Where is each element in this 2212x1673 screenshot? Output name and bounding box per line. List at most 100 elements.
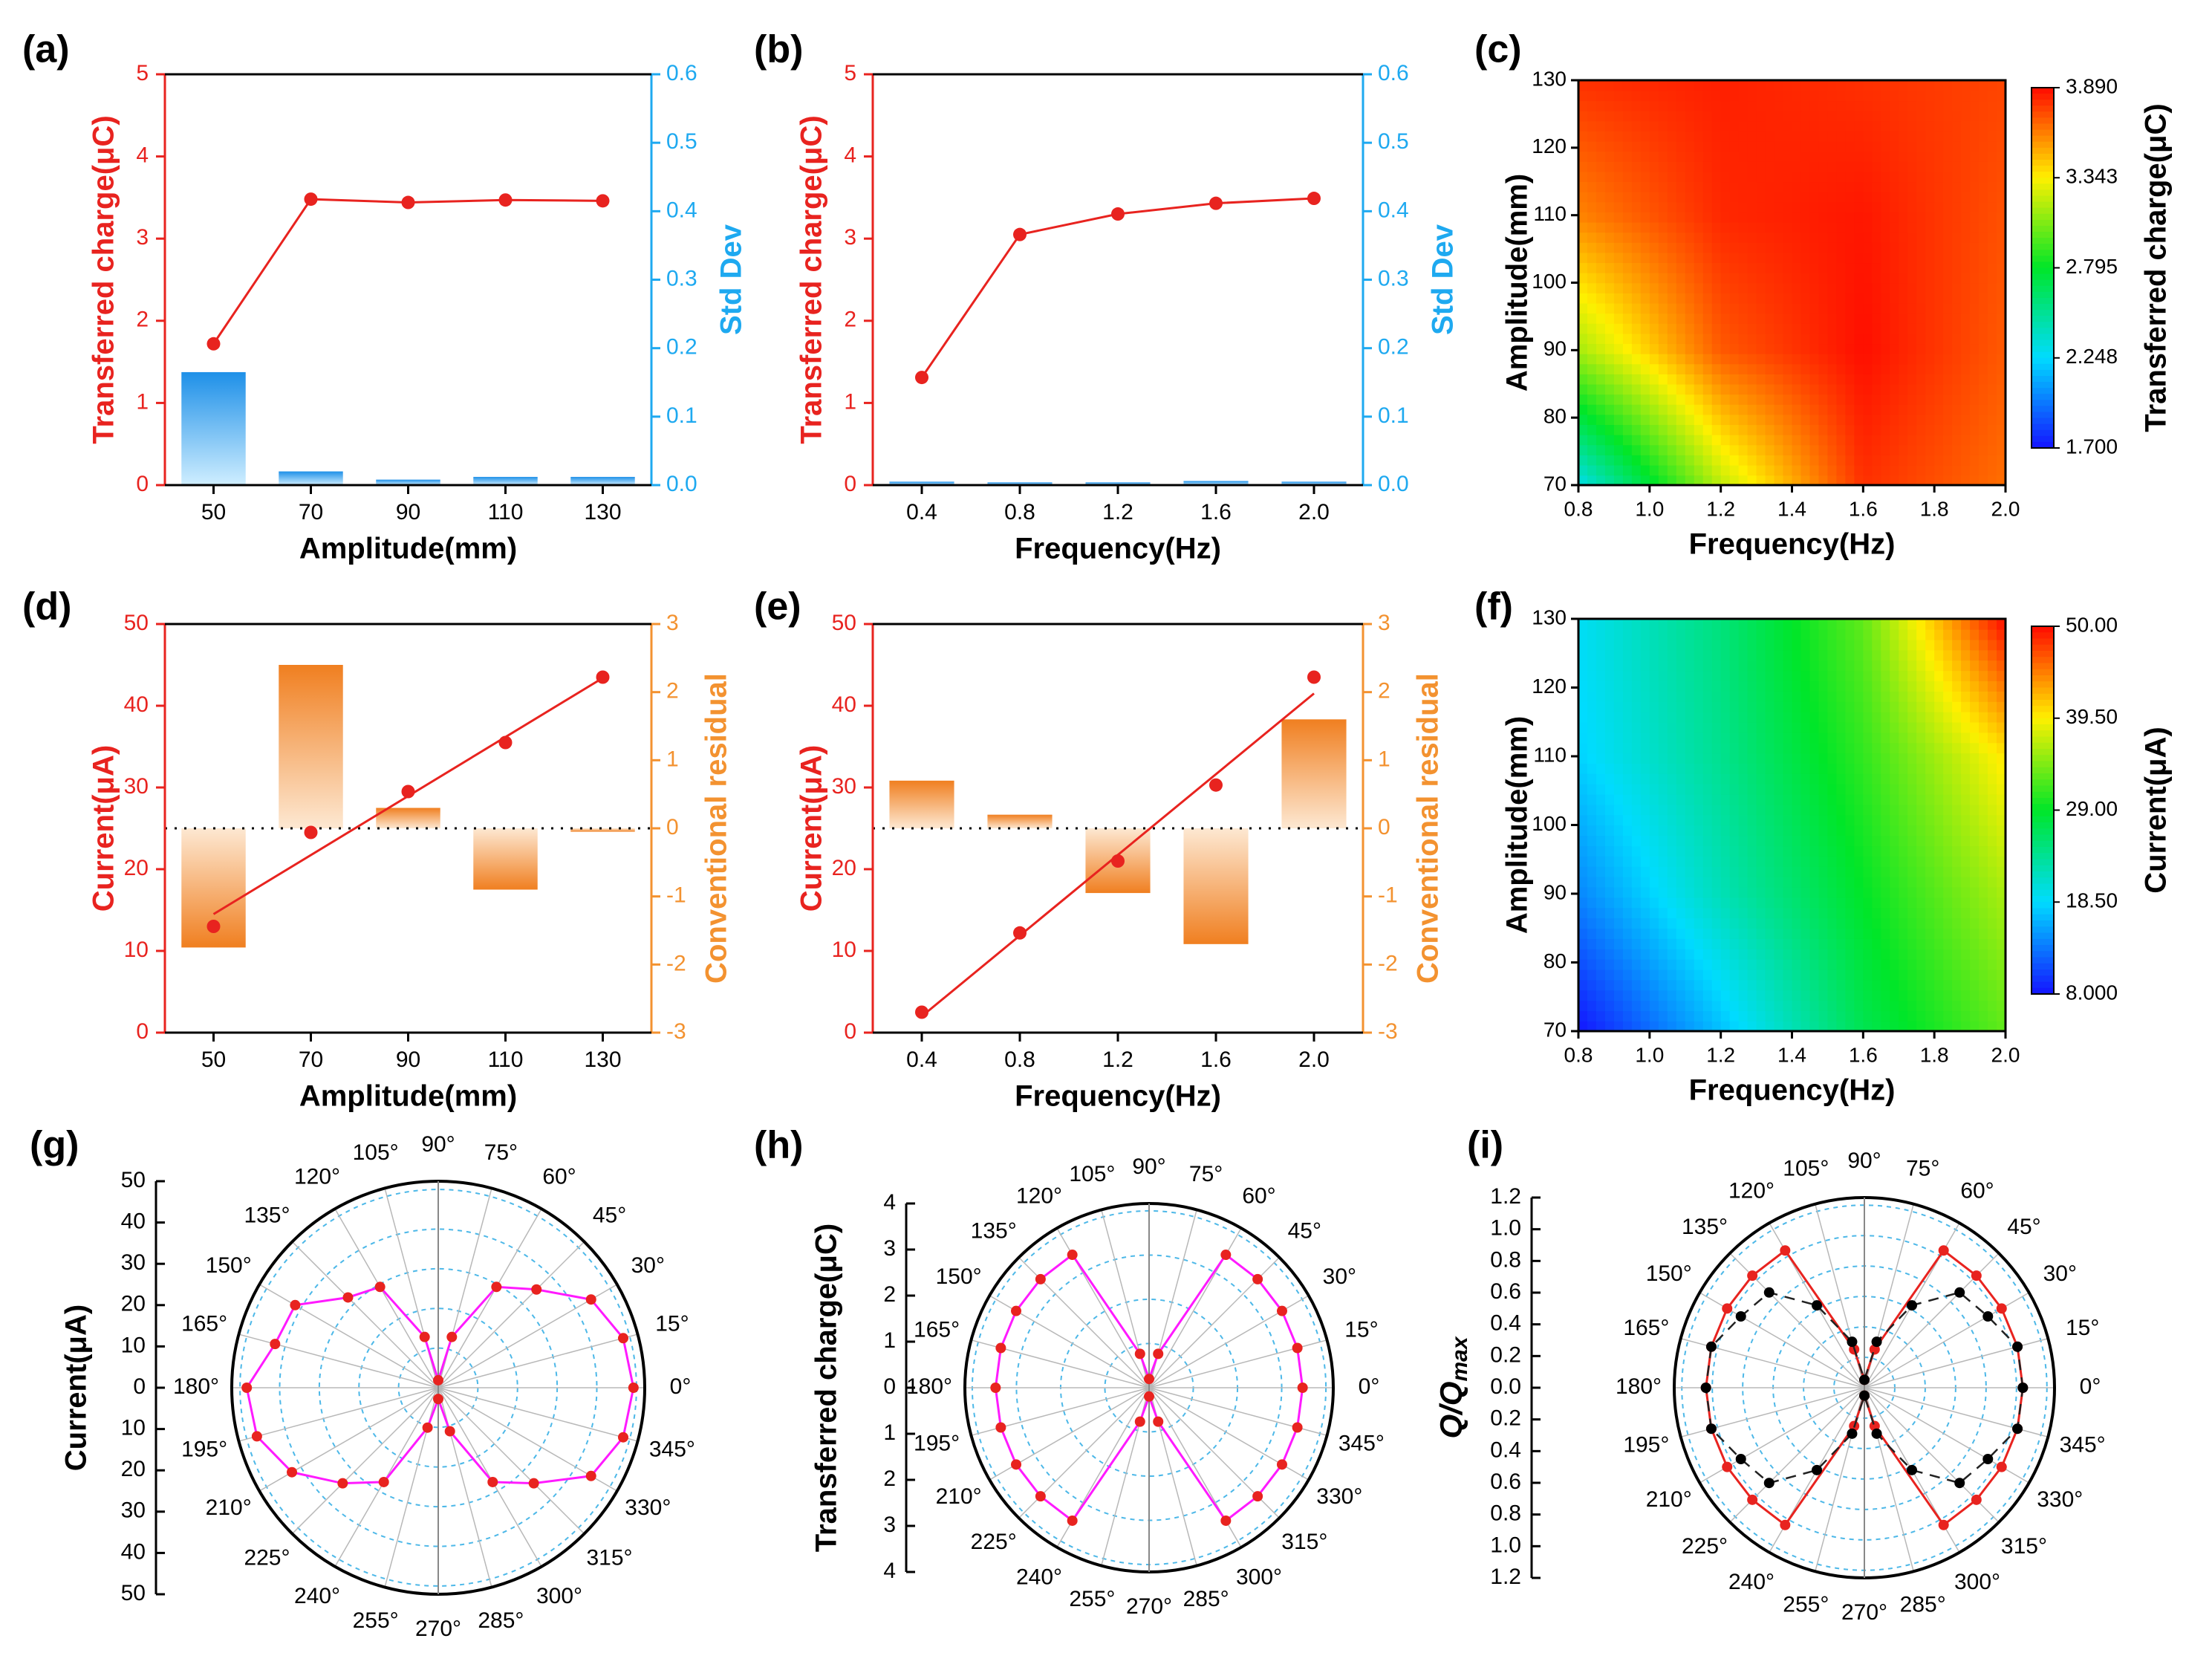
- angle-label: 45°: [2007, 1215, 2040, 1239]
- heat-cell: [1961, 353, 1971, 365]
- data-point: [1276, 1459, 1287, 1470]
- heat-cell: [1907, 151, 1918, 162]
- heat-cell: [1881, 374, 1891, 385]
- heat-cell: [1854, 876, 1864, 888]
- heat-cell: [1685, 619, 1695, 630]
- heat-cell: [1916, 455, 1926, 466]
- colorbar-cell: [2032, 418, 2054, 425]
- heat-cell: [1979, 907, 1988, 919]
- heat-cell: [1711, 1021, 1722, 1032]
- heat-cell: [1907, 969, 1918, 981]
- tick-label: -3: [1378, 1019, 1398, 1044]
- heat-cell: [1988, 784, 1997, 795]
- heat-cell: [1988, 969, 1997, 981]
- heat-cell: [1595, 660, 1606, 672]
- heat-cell: [1694, 221, 1704, 233]
- heat-cell: [1916, 938, 1926, 949]
- tick-label: 0.4: [1490, 1438, 1521, 1462]
- heat-cell: [1685, 374, 1695, 385]
- heat-cell: [1845, 701, 1855, 712]
- heat-cell: [1756, 414, 1766, 426]
- colorbar-cell: [2032, 195, 2054, 203]
- heat-cell: [1649, 949, 1659, 960]
- heat-cell: [1961, 845, 1971, 857]
- heat-cell: [1729, 120, 1740, 131]
- heat-cell: [1720, 845, 1731, 857]
- heat-cell: [1827, 845, 1838, 857]
- data-point: [1735, 1311, 1746, 1322]
- heat-cell: [1881, 131, 1891, 142]
- colorbar-cell: [2032, 687, 2054, 695]
- heat-cell: [1667, 424, 1677, 435]
- heat-cell: [1756, 866, 1766, 877]
- heat-cell: [1890, 917, 1900, 929]
- heat-cell: [1961, 711, 1971, 723]
- heat-cell: [1658, 343, 1668, 354]
- tick-label: 40: [121, 1209, 146, 1234]
- y-axis-label: Current(μA): [60, 1305, 93, 1471]
- heat-cell: [1863, 691, 1873, 702]
- heat-cell: [1765, 383, 1775, 395]
- heat-cell: [1729, 804, 1740, 816]
- heat-cell: [1774, 866, 1784, 877]
- heat-cell: [1720, 353, 1731, 365]
- heat-cell: [1649, 201, 1659, 212]
- heat-cell: [1854, 753, 1864, 764]
- heat-cell: [1756, 958, 1766, 970]
- heat-cell: [1747, 383, 1757, 395]
- heat-cell: [1667, 212, 1677, 223]
- heat-cell: [1800, 701, 1811, 712]
- heat-cell: [1595, 444, 1606, 455]
- heat-cell: [1667, 282, 1677, 293]
- heat-cell: [1952, 949, 1962, 960]
- heat-cell: [1711, 475, 1722, 486]
- heat-cell: [1676, 1021, 1686, 1032]
- colorbar-cell: [2032, 889, 2054, 897]
- heat-cell: [1702, 691, 1713, 702]
- heat-cell: [1961, 701, 1971, 712]
- heat-cell: [1783, 856, 1793, 867]
- heat-cell: [1774, 161, 1784, 172]
- heat-cell: [1890, 907, 1900, 919]
- heat-cell: [1979, 649, 1988, 661]
- heat-cell: [1649, 742, 1659, 754]
- heat-cell: [1925, 866, 1935, 877]
- tick-label: 0.1: [666, 403, 697, 428]
- heat-cell: [1658, 917, 1668, 929]
- heat-cell: [1711, 100, 1722, 111]
- heat-cell: [1613, 928, 1624, 939]
- heat-cell: [1890, 876, 1900, 888]
- heat-cell: [1595, 990, 1606, 1001]
- heat-cell: [1809, 990, 1820, 1001]
- heat-cell: [1649, 191, 1659, 203]
- heat-cell: [1649, 619, 1659, 630]
- heat-cell: [1961, 979, 1971, 991]
- heat-cell: [1658, 80, 1668, 91]
- data-point: [1011, 1305, 1022, 1316]
- heat-cell: [1756, 825, 1766, 836]
- heat-cell: [1774, 649, 1784, 661]
- heat-cell: [1640, 90, 1650, 102]
- heat-cell: [1827, 1021, 1838, 1032]
- heat-cell: [1997, 424, 2006, 435]
- heat-cell: [1694, 100, 1704, 111]
- heat-cell: [1934, 763, 1944, 774]
- tick-label: 20: [832, 856, 856, 880]
- heat-cell: [1809, 90, 1820, 102]
- heat-cell: [1800, 1010, 1811, 1021]
- heat-cell: [1881, 323, 1891, 334]
- heat-cell: [1738, 990, 1749, 1001]
- heat-cell: [1845, 773, 1855, 784]
- heat-cell: [1702, 181, 1713, 192]
- heat-cell: [1934, 628, 1944, 640]
- heat-cell: [1694, 404, 1704, 415]
- heat-cell: [1872, 140, 1882, 152]
- heat-cell: [1988, 272, 1997, 284]
- heat-cell: [1738, 979, 1749, 991]
- heat-cell: [1774, 343, 1784, 354]
- angle-label: 60°: [542, 1165, 576, 1189]
- heat-cell: [1792, 80, 1802, 91]
- heat-cell: [1702, 876, 1713, 888]
- heat-cell: [1854, 293, 1864, 304]
- heat-cell: [1720, 131, 1731, 142]
